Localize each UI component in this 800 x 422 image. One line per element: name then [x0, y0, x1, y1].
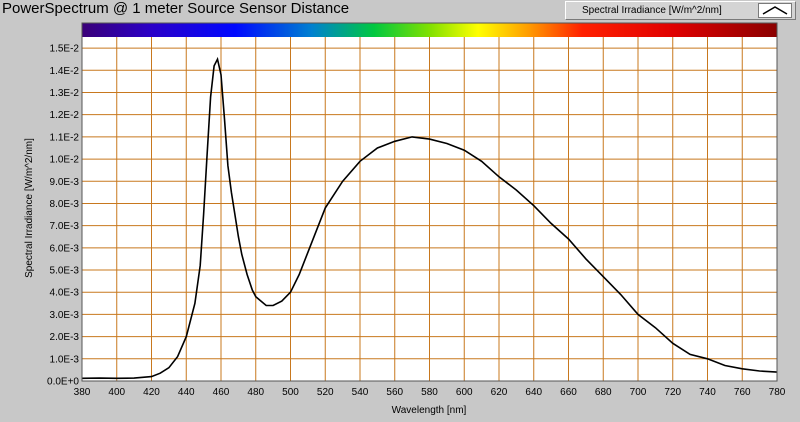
- x-tick-label: 720: [664, 387, 681, 398]
- legend[interactable]: Spectral Irradiance [W/m^2/nm]: [565, 1, 796, 20]
- x-tick-label: 420: [143, 387, 160, 398]
- legend-label: Spectral Irradiance [W/m^2/nm]: [582, 5, 722, 16]
- y-tick-label: 0.0E+0: [47, 377, 79, 388]
- y-tick-label: 7.0E-3: [50, 221, 80, 232]
- x-tick-label: 480: [247, 387, 264, 398]
- x-tick-label: 540: [352, 387, 369, 398]
- x-tick-label: 400: [108, 387, 125, 398]
- x-tick-label: 600: [456, 387, 473, 398]
- grid: [81, 37, 778, 382]
- y-tick-label: 1.4E-2: [50, 66, 80, 77]
- chart-title: PowerSpectrum @ 1 meter Source Sensor Di…: [2, 0, 350, 17]
- x-tick-label: 680: [595, 387, 612, 398]
- x-tick-label: 780: [769, 387, 786, 398]
- x-tick-label: 440: [178, 387, 195, 398]
- x-tick-label: 560: [386, 387, 403, 398]
- y-tick-label: 9.0E-3: [50, 177, 80, 188]
- x-tick-label: 700: [630, 387, 647, 398]
- y-tick-label: 1.1E-2: [50, 132, 80, 143]
- plot-frame: [81, 22, 778, 382]
- spectral-irradiance-line: [81, 56, 778, 380]
- y-tick-label: 4.0E-3: [50, 288, 80, 299]
- x-tick-label: 500: [282, 387, 299, 398]
- x-tick-label: 640: [525, 387, 542, 398]
- x-tick-label: 460: [213, 387, 230, 398]
- x-tick-label: 760: [734, 387, 751, 398]
- y-axis-label: Spectral Irradiance [W/m^2/nm]: [24, 138, 35, 278]
- x-tick-label: 520: [317, 387, 334, 398]
- y-tick-label: 8.0E-3: [50, 199, 80, 210]
- y-tick-label: 2.0E-3: [50, 332, 80, 343]
- y-tick-label: 5.0E-3: [50, 266, 80, 277]
- x-axis-ticks: 380 400 420 440 460 480 500 520 540 560 580 600 620 6…: [74, 387, 786, 398]
- y-tick-label: 1.5E-2: [50, 44, 80, 55]
- spectrum-color-bar: [82, 23, 777, 37]
- y-tick-label: 1.0E-2: [50, 155, 80, 166]
- x-tick-label: 580: [421, 387, 438, 398]
- legend-line-icon[interactable]: [758, 3, 792, 18]
- y-axis-ticks: 0.0E+0 1.0E-3 2.0E-3 3.0E-3 4.0E-3 5.0E-3 6.0E…: [47, 44, 79, 388]
- y-tick-label: 1.3E-2: [50, 88, 80, 99]
- x-axis-label: Wavelength [nm]: [392, 405, 467, 416]
- y-tick-label: 1.2E-2: [50, 110, 80, 121]
- y-tick-label: 6.0E-3: [50, 243, 80, 254]
- y-tick-label: 3.0E-3: [50, 310, 80, 321]
- x-tick-label: 620: [491, 387, 508, 398]
- x-tick-label: 740: [699, 387, 716, 398]
- y-tick-label: 1.0E-3: [50, 354, 80, 365]
- x-tick-label: 380: [74, 387, 91, 398]
- x-tick-label: 660: [560, 387, 577, 398]
